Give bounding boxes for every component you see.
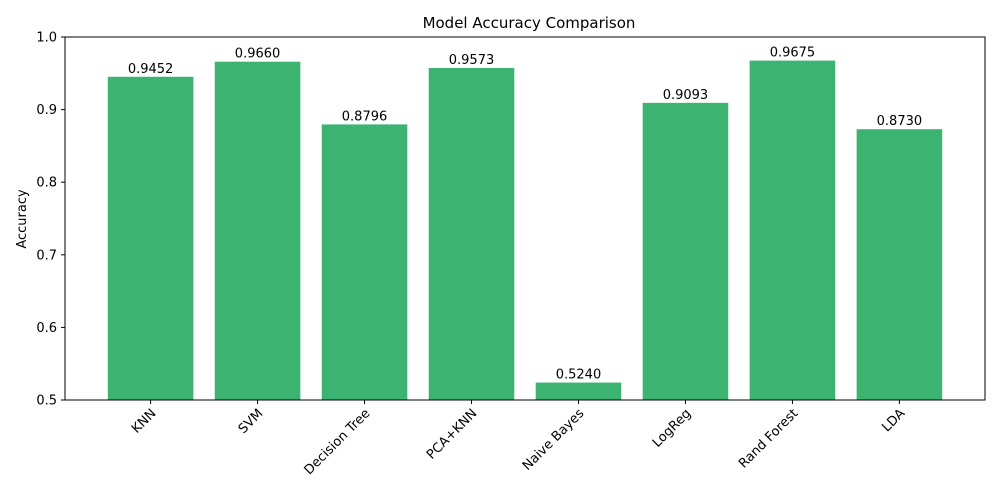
y-tick-label: 0.6	[36, 321, 57, 336]
bar-pca-knn	[428, 68, 515, 401]
y-tick-label: 0.8	[36, 176, 57, 191]
value-labels-group: 0.9452 0.9660 0.8796 0.9573 0.5240 0.9093 0.96…	[128, 46, 922, 383]
plot-frame	[64, 36, 986, 401]
bar-logreg	[642, 102, 729, 400]
x-tick-label: PCA+KNN	[424, 406, 480, 462]
value-label: 0.8796	[342, 109, 388, 124]
x-tick-label: LogReg	[650, 406, 694, 450]
value-label: 0.9660	[235, 47, 281, 62]
value-label: 0.9573	[449, 53, 495, 68]
x-axis-ticks: KNN SVM Decision Tree PCA+KNN Naive Bayes Log…	[129, 400, 908, 478]
bar-lda	[856, 129, 943, 400]
bar-naive-bayes	[535, 382, 622, 400]
y-axis-label: Accuracy	[15, 189, 30, 249]
x-tick-label: Naive Bayes	[520, 406, 588, 474]
x-tick-label: Decision Tree	[302, 406, 374, 478]
value-label: 0.9675	[770, 46, 816, 61]
value-label: 0.5240	[556, 368, 602, 383]
chart-title: Model Accuracy Comparison	[423, 14, 636, 32]
y-tick-label: 0.9	[36, 103, 57, 118]
x-tick-label: LDA	[879, 406, 908, 435]
x-tick-label: KNN	[129, 406, 159, 436]
bars-group	[107, 60, 943, 401]
bar-rand-forest	[749, 60, 836, 400]
value-label: 0.9452	[128, 62, 174, 77]
bar-knn	[107, 76, 194, 401]
y-tick-label: 1.0	[36, 31, 57, 46]
y-tick-label: 0.5	[36, 394, 57, 409]
bar-svm	[214, 61, 301, 401]
value-label: 0.9093	[663, 88, 709, 103]
x-tick-label: SVM	[236, 406, 267, 437]
value-label: 0.8730	[877, 114, 923, 129]
bar-decision-tree	[321, 124, 408, 400]
x-tick-label: Rand Forest	[736, 406, 801, 471]
y-tick-label: 0.7	[36, 248, 57, 263]
y-axis-ticks: 0.5 0.6 0.7 0.8 0.9 1.0	[36, 31, 65, 409]
